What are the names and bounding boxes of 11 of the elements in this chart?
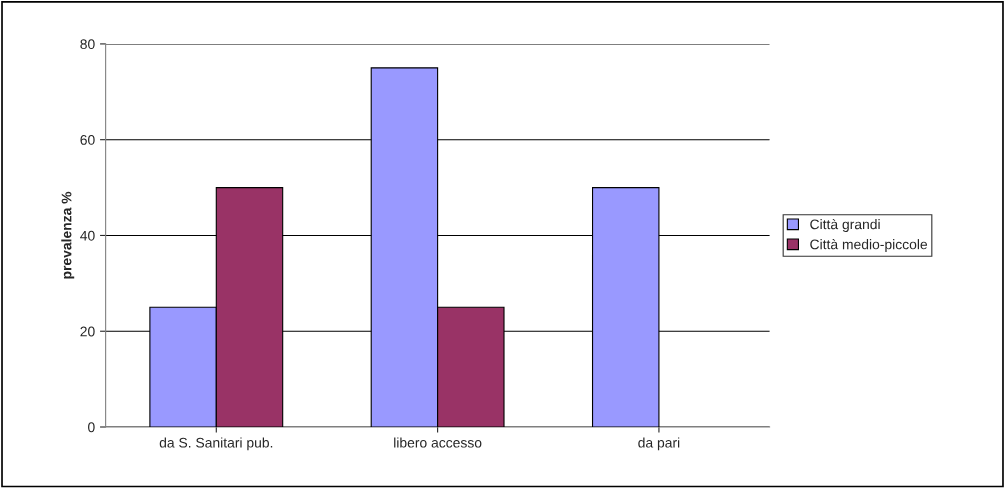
y-tick-label: 20	[80, 326, 95, 337]
y-tick-label: 40	[80, 230, 95, 241]
legend-label: Città medio-piccole	[810, 238, 928, 253]
y-tick-label: 80	[80, 39, 95, 50]
x-tick-label: libero accesso	[394, 437, 482, 448]
legend-label: Città grandi	[810, 218, 880, 232]
x-tick-label: da pari	[638, 437, 680, 451]
y-axis-title: prevalenza %	[61, 191, 75, 279]
y-tick-label: 60	[80, 135, 95, 145]
x-tick-label: da S. Sanitari pub.	[159, 437, 273, 451]
y-tick-label: 0	[88, 422, 95, 433]
